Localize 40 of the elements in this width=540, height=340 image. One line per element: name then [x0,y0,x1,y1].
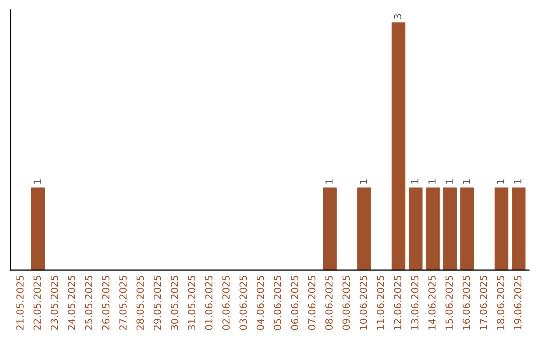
x-tick-label: 19.06.2025 [514,276,522,330]
data-label: 1 [428,180,436,184]
x-tick-label: 09.06.2025 [342,276,350,330]
x-tick-label: 14.06.2025 [428,276,436,330]
data-label: 1 [360,180,368,184]
x-tick-label: 07.06.2025 [308,276,316,330]
x-tick-label: 06.06.2025 [291,276,299,330]
x-tick-label: 30.05.2025 [171,276,178,330]
x-tick-label: 31.05.2025 [188,276,196,330]
x-tick-label: 04.06.2025 [256,276,264,330]
x-tick-label: 08.06.2025 [326,276,333,330]
data-label: 1 [412,180,419,184]
data-label: 1 [326,180,333,184]
x-tick-label: 10.06.2025 [360,276,368,330]
x-tick-label: 01.06.2025 [205,276,213,330]
data-label: 3 [394,14,402,20]
x-tick-label: 28.05.2025 [136,276,144,330]
x-tick-label: 29.05.2025 [154,276,162,330]
x-tick-label: 21.05.2025 [16,276,24,330]
x-tick-label: 22.05.2025 [34,276,42,330]
data-label: 1 [463,180,470,184]
x-tick-label: 11.06.2025 [377,276,384,330]
x-tick-label: 15.06.2025 [446,276,454,330]
x-tick-label: 27.05.2025 [120,276,127,330]
data-label: 1 [514,180,522,184]
data-label: 1 [497,180,504,184]
x-tick-label: 25.05.2025 [85,276,93,330]
x-tick-label: 13.06.2025 [411,276,419,330]
x-tick-label: 02.06.2025 [222,276,230,330]
x-tick-label: 16.06.2025 [462,276,470,330]
x-tick-label: 03.06.2025 [240,276,248,330]
data-label: 1 [34,180,41,184]
x-tick-label: 23.05.2025 [50,276,58,330]
x-tick-label: 17.06.2025 [480,276,488,330]
x-tick-label: 18.06.2025 [497,276,505,330]
data-label: 1 [446,180,453,184]
x-tick-label: 12.06.2025 [394,276,402,330]
x-tick-label: 26.05.2025 [102,276,110,330]
x-tick-label: 05.06.2025 [274,276,282,330]
x-tick-label: 24.05.2025 [68,276,76,330]
